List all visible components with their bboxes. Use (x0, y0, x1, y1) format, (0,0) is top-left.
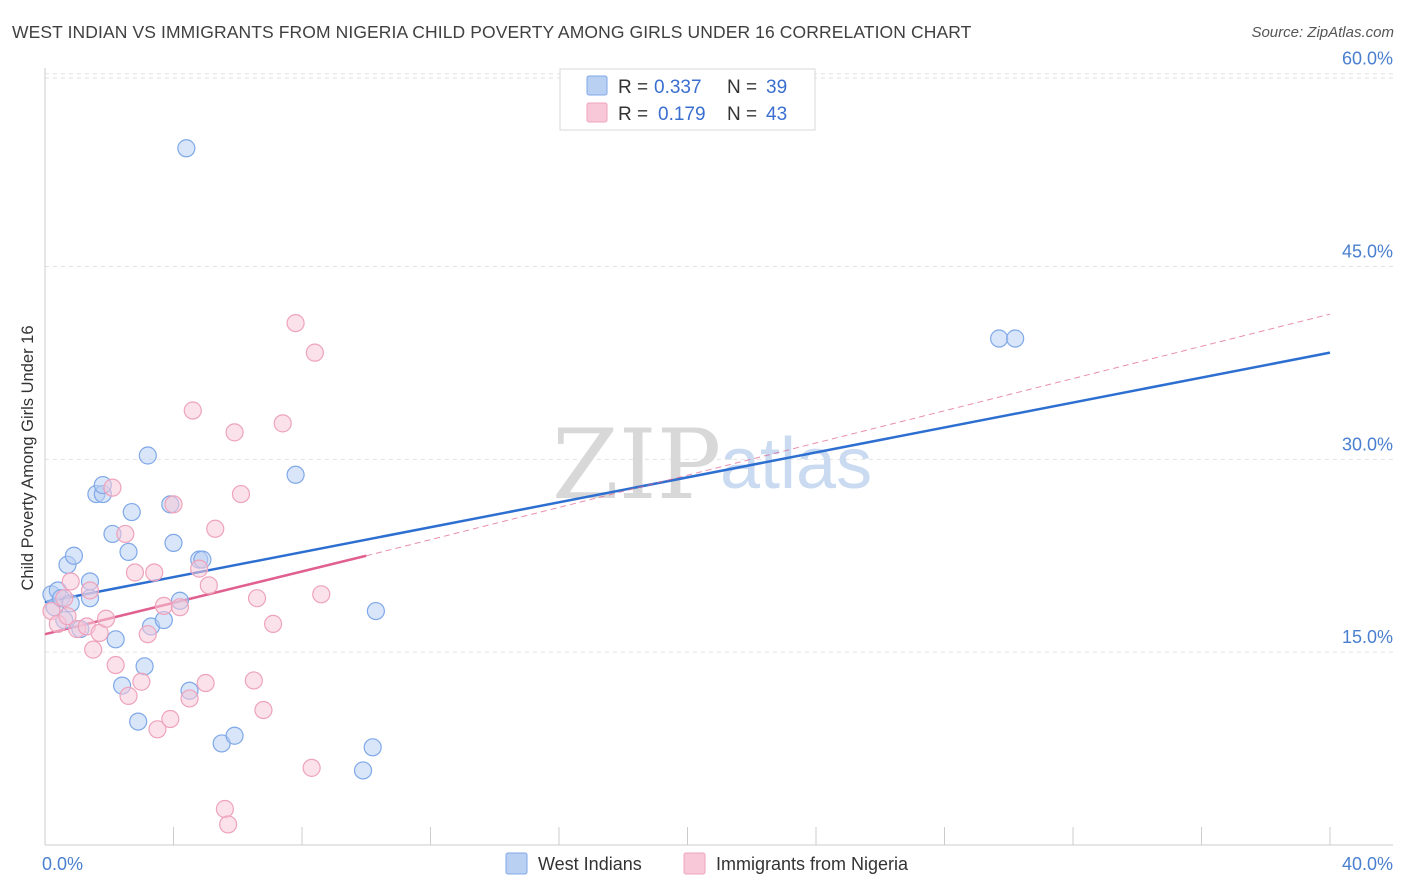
point-s1-12 (106, 655, 125, 675)
point-s1-41 (305, 343, 324, 362)
watermark: ZIP atlas (552, 409, 872, 521)
point-s1-21 (161, 709, 180, 729)
point-s0-27 (177, 139, 196, 158)
point-s1-19 (148, 720, 167, 739)
point-s1-17 (138, 625, 157, 644)
point-s1-42 (312, 585, 331, 604)
legend-r-label-2: R = (618, 104, 648, 125)
point-s1-7 (80, 581, 100, 600)
x-tick-min: 0.0% (42, 854, 83, 874)
source-credit: Source: ZipAtlas.com (1251, 24, 1394, 41)
point-s0-33 (286, 465, 305, 484)
watermark-atlas: atlas (720, 424, 872, 504)
point-s1-23 (170, 598, 190, 617)
point-s1-28 (199, 576, 218, 595)
point-s0-18 (122, 502, 141, 522)
top-legend: R = 0.337 N = 39 R = 0.179 N = 43 (559, 68, 816, 131)
point-s0-36 (366, 601, 385, 621)
legend-n-value-2: 43 (766, 104, 787, 125)
point-s1-2 (55, 589, 74, 608)
legend-n-label-2: N = (727, 104, 757, 125)
chart-title: WEST INDIAN VS IMMIGRANTS FROM NIGERIA C… (12, 22, 972, 42)
point-s1-10 (96, 609, 116, 628)
point-s0-25 (164, 533, 183, 553)
legend-n-value-1: 39 (766, 77, 787, 98)
point-s0-21 (138, 446, 157, 465)
point-s1-32 (225, 423, 244, 442)
point-s0-7 (64, 546, 84, 565)
point-s0-20 (135, 657, 154, 676)
point-s1-34 (244, 671, 263, 690)
point-s1-27 (196, 673, 215, 693)
point-s1-16 (132, 672, 151, 691)
point-s1-13 (116, 524, 135, 544)
point-s1-36 (254, 700, 273, 720)
data-points (42, 139, 1025, 834)
point-s0-19 (129, 712, 148, 731)
point-s1-26 (190, 559, 209, 578)
point-s1-30 (215, 799, 234, 819)
bottom-legend-label-nigeria: Immigrants from Nigeria (716, 854, 909, 874)
point-s0-38 (1006, 329, 1025, 348)
point-s0-34 (353, 761, 373, 780)
axes (44, 68, 1393, 846)
x-tick-max: 40.0% (1342, 854, 1393, 874)
legend-swatch-west-indians (586, 75, 608, 96)
point-s1-38 (273, 414, 292, 433)
point-s0-32 (225, 726, 244, 745)
point-s0-15 (106, 630, 125, 649)
point-s1-24 (180, 689, 199, 708)
watermark-zip: ZIP (552, 409, 721, 521)
point-s0-35 (363, 738, 382, 757)
point-s1-4 (61, 572, 80, 591)
legend-r-value-2: 0.179 (658, 104, 706, 125)
y-tick-labels: 15.0% 30.0% 45.0% 60.0% (1342, 49, 1393, 647)
point-s0-37 (990, 329, 1009, 348)
y-tick-label-3: 60.0% (1342, 49, 1393, 69)
point-s1-3 (58, 607, 77, 626)
point-s1-40 (302, 758, 321, 777)
legend-r-value-1: 0.337 (654, 77, 702, 98)
trend-line-0 (44, 351, 1331, 604)
point-s1-18 (145, 563, 164, 582)
legend-swatch-nigeria (586, 102, 608, 123)
trend-extension-1 (366, 313, 1331, 557)
bottom-legend: West Indians Immigrants from Nigeria (505, 852, 909, 875)
y-tick-label-0: 15.0% (1342, 627, 1393, 647)
point-s1-33 (231, 484, 251, 504)
legend-r-label-1: R = (618, 77, 648, 98)
legend-n-label-1: N = (727, 77, 757, 98)
point-s0-17 (119, 542, 138, 562)
point-s1-15 (125, 563, 145, 582)
gridlines (45, 73, 1393, 653)
point-s1-37 (263, 614, 283, 633)
y-tick-label-1: 30.0% (1342, 434, 1393, 454)
point-s1-35 (247, 589, 267, 608)
point-s1-39 (286, 313, 305, 333)
point-s1-14 (119, 686, 138, 705)
bottom-legend-swatch-west-indians (505, 852, 528, 875)
point-s1-31 (219, 815, 238, 834)
bottom-legend-swatch-nigeria (683, 852, 706, 875)
point-s1-20 (154, 596, 173, 616)
point-s1-25 (183, 401, 202, 420)
point-s1-8 (84, 640, 103, 659)
y-axis-label: Child Poverty Among Girls Under 16 (19, 325, 37, 590)
point-s1-22 (164, 495, 183, 514)
bottom-legend-label-west-indians: West Indians (538, 854, 642, 874)
point-s1-11 (103, 478, 122, 497)
y-tick-label-2: 45.0% (1342, 242, 1393, 262)
point-s1-29 (206, 519, 225, 538)
